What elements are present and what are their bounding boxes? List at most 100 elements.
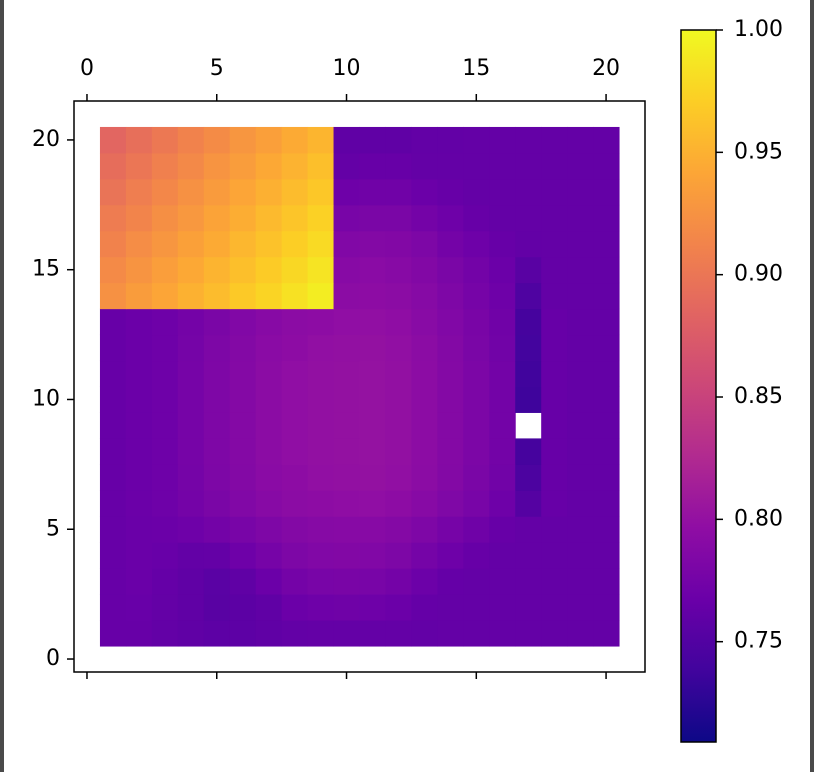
heatmap-cell: [177, 360, 205, 387]
heatmap-cell: [255, 360, 283, 387]
heatmap-cell: [203, 438, 231, 465]
heatmap-cell: [593, 516, 620, 543]
heatmap-cell: [307, 230, 335, 258]
heatmap-cell: [125, 360, 153, 387]
heatmap-cell: [567, 490, 594, 517]
heatmap-cell: [151, 620, 179, 647]
heatmap-cell: [567, 542, 594, 569]
heatmap-cell: [255, 308, 283, 336]
heatmap-cell: [593, 620, 620, 647]
heatmap-cell: [125, 152, 153, 180]
heatmap-cell: [411, 256, 438, 284]
heatmap-cell: [151, 256, 179, 284]
heatmap-cell: [463, 126, 490, 154]
heatmap-cell: [229, 204, 257, 232]
heatmap-cell: [177, 334, 205, 362]
heatmap-cell: [229, 178, 257, 206]
heatmap-cell: [125, 490, 153, 517]
heatmap-cell: [125, 568, 153, 595]
heatmap-cell: [437, 516, 464, 543]
heatmap-cell: [177, 568, 205, 595]
heatmap-cell: [203, 334, 231, 362]
heatmap-cell: [411, 152, 438, 180]
heatmap-cell: [489, 386, 516, 413]
heatmap-cell: [229, 516, 257, 543]
heatmap-cell: [333, 334, 360, 362]
heatmap-cell: [411, 360, 438, 387]
heatmap-cell: [411, 178, 438, 206]
heatmap-cell: [541, 204, 568, 232]
heatmap-cell: [151, 204, 179, 232]
heatmap-cell: [333, 360, 360, 387]
heatmap-cell: [411, 230, 438, 258]
heatmap-cell: [541, 230, 568, 258]
heatmap-cell: [333, 204, 360, 232]
heatmap-cell: [281, 412, 309, 439]
heatmap-cell: [203, 386, 231, 413]
heatmap-cell: [281, 308, 309, 336]
heatmap-cell: [99, 438, 127, 465]
heatmap-cell: [99, 594, 127, 621]
heatmap-cell: [593, 334, 620, 362]
heatmap-cell: [151, 386, 179, 413]
heatmap-cell: [515, 620, 542, 647]
heatmap-cell: [151, 516, 179, 543]
heatmap-cell: [437, 178, 464, 206]
heatmap-cell: [203, 464, 231, 491]
heatmap-cell: [515, 178, 542, 206]
heatmap-cell: [437, 152, 464, 180]
heatmap-cell: [281, 620, 309, 647]
y-tick-label: 10: [32, 386, 60, 411]
heatmap-cell: [385, 594, 412, 621]
heatmap-cell: [333, 230, 360, 258]
heatmap-cell: [99, 152, 127, 180]
heatmap-cell: [229, 412, 257, 439]
heatmap-cell: [151, 152, 179, 180]
heatmap-cell: [203, 256, 231, 284]
heatmap-cell: [333, 438, 360, 465]
heatmap-cell: [541, 568, 568, 595]
plot-frame: [73, 100, 646, 673]
heatmap-cell: [437, 386, 464, 413]
heatmap-cell: [255, 178, 283, 206]
heatmap-cell: [281, 204, 309, 232]
heatmap-cell: [307, 620, 335, 647]
heatmap-cell: [125, 282, 153, 310]
heatmap-cell: [359, 230, 386, 258]
heatmap-cell: [411, 386, 438, 413]
heatmap-cell: [177, 256, 205, 284]
heatmap-cell: [515, 516, 542, 543]
heatmap-cell: [385, 152, 412, 180]
heatmap-cell: [437, 360, 464, 387]
heatmap-cell: [359, 256, 386, 284]
heatmap-cell: [385, 308, 412, 336]
heatmap-cell: [229, 568, 257, 595]
heatmap-cell: [125, 256, 153, 284]
heatmap-cell: [437, 542, 464, 569]
heatmap-cell: [515, 308, 542, 336]
heatmap-cell: [489, 282, 516, 310]
heatmap-cell: [229, 152, 257, 180]
heatmap-cell: [385, 126, 412, 154]
heatmap-cell: [99, 334, 127, 362]
heatmap-cell: [593, 490, 620, 517]
heatmap-cell: [333, 542, 360, 569]
heatmap-cell: [515, 360, 542, 387]
heatmap-cell: [359, 282, 386, 310]
heatmap-cell: [307, 308, 335, 336]
heatmap-cell: [463, 386, 490, 413]
heatmap-cell: [567, 282, 594, 310]
heatmap-cell: [489, 464, 516, 491]
heatmap-cell: [177, 412, 205, 439]
heatmap-cell: [463, 464, 490, 491]
heatmap-cell: [567, 594, 594, 621]
heatmap-cell: [411, 438, 438, 465]
heatmap-cell: [333, 594, 360, 621]
heatmap-cell: [489, 438, 516, 465]
heatmap-cell: [203, 490, 231, 517]
heatmap-cell: [541, 152, 568, 180]
heatmap-cell: [489, 334, 516, 362]
heatmap-cell: [437, 230, 464, 258]
heatmap-cell: [567, 230, 594, 258]
heatmap-cell: [255, 386, 283, 413]
